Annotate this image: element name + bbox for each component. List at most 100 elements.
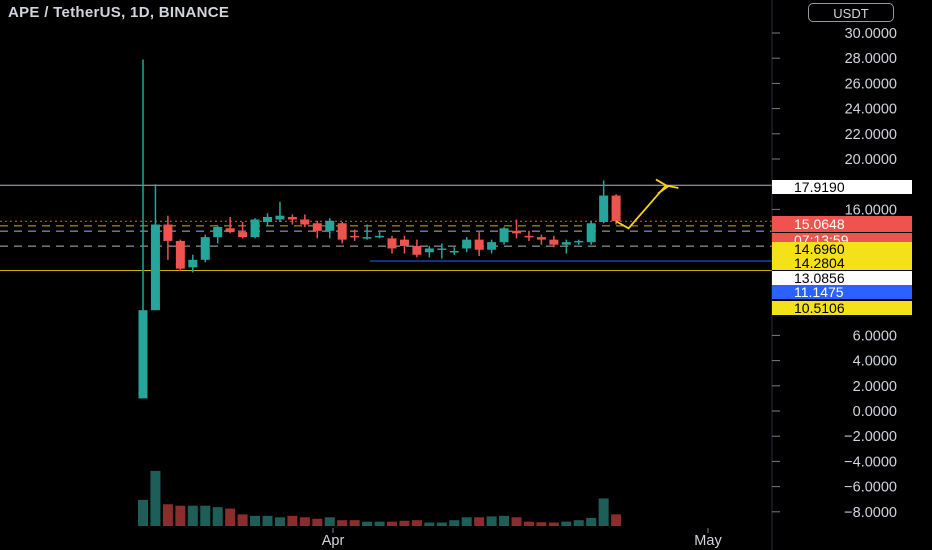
candle-body <box>599 195 609 222</box>
candle-body <box>375 235 385 238</box>
volume-bar <box>499 515 510 526</box>
volume-bar <box>486 516 497 526</box>
candle-body <box>138 310 148 399</box>
volume-bar <box>337 520 348 526</box>
price-tick-label: 6.0000 <box>853 328 897 344</box>
candle-body <box>163 224 173 241</box>
price-tick-label: 30.0000 <box>845 26 897 42</box>
time-tick-label: Apr <box>322 533 345 549</box>
projection-arrow <box>615 178 679 230</box>
price-tag: 13.0856 <box>772 271 912 285</box>
volume-bar <box>461 517 472 526</box>
volume-bar <box>424 522 435 526</box>
candle-body <box>213 227 223 238</box>
volume-bar <box>511 517 522 526</box>
horizontal-levels <box>0 184 772 272</box>
price-tag: 14.2804 <box>772 256 912 270</box>
price-tick-label: 2.0000 <box>853 379 897 395</box>
volume-bar <box>561 521 572 526</box>
candle-body <box>536 237 546 240</box>
candle-body <box>275 215 285 220</box>
candle-body <box>238 232 248 238</box>
price-tag: 15.0648 <box>772 216 912 232</box>
volume-bar <box>274 517 285 526</box>
candle-body <box>250 219 260 238</box>
volume-bars <box>138 470 622 526</box>
price-tick-label: −6.0000 <box>844 480 897 496</box>
price-tag: 14.6960 <box>772 242 912 256</box>
volume-bar <box>573 520 584 526</box>
price-tick-label: 0.0000 <box>853 404 897 420</box>
price-tick-label: 26.0000 <box>845 76 897 92</box>
symbol-title[interactable]: APE / TetherUS, 1D, BINANCE <box>8 4 230 21</box>
candle-body <box>611 195 621 222</box>
candle-body <box>399 239 409 246</box>
volume-bar <box>536 522 547 526</box>
volume-bar <box>387 521 397 526</box>
volume-bar <box>175 505 186 526</box>
volume-bar <box>212 507 223 526</box>
price-tag: 10.5106 <box>772 301 912 315</box>
volume-bar <box>374 521 385 526</box>
candle-body <box>499 228 509 243</box>
price-axis: 30.0000 28.0000 26.0000 24.0000 22.0000 20.00… <box>772 26 897 521</box>
volume-bar <box>523 521 534 526</box>
candlesticks <box>138 59 621 399</box>
price-tick-label: 4.0000 <box>853 354 897 370</box>
candle-body <box>474 239 484 250</box>
price-tick-label: 16.0000 <box>845 202 897 218</box>
currency-button[interactable]: USDT <box>808 3 894 22</box>
volume-bar <box>411 520 422 526</box>
candle-body <box>312 223 322 231</box>
price-tick-label: 20.0000 <box>845 152 897 168</box>
candle-body <box>387 238 397 249</box>
price-tick-label: −8.0000 <box>844 505 897 521</box>
candle-body <box>424 248 434 253</box>
time-axis: Apr May <box>322 528 722 549</box>
price-tick-label: −4.0000 <box>844 454 897 470</box>
candle-body <box>325 220 335 231</box>
price-tick-label: 24.0000 <box>845 102 897 118</box>
volume-bar <box>138 499 148 526</box>
candle-body <box>337 223 347 240</box>
projection-line <box>615 184 679 230</box>
candle-body <box>362 237 372 239</box>
volume-bar <box>598 498 609 526</box>
volume-bar <box>586 517 597 526</box>
candle-body <box>462 239 472 249</box>
candle-body <box>487 242 497 250</box>
candle-body <box>200 237 210 260</box>
volume-bar <box>449 520 460 526</box>
volume-bar <box>399 520 410 526</box>
volume-bar <box>237 514 248 526</box>
candle-body <box>561 242 571 245</box>
volume-bar <box>362 521 373 526</box>
volume-bar <box>287 515 298 526</box>
candle-body <box>287 216 297 220</box>
time-tick-label: May <box>694 533 722 549</box>
candle-body <box>300 219 310 225</box>
volume-bar <box>324 517 335 526</box>
candle-body <box>263 216 272 222</box>
candle-body <box>150 224 160 311</box>
volume-bar <box>200 505 211 526</box>
volume-bar <box>436 522 447 526</box>
volume-bar <box>225 508 236 526</box>
candle-body <box>225 228 235 233</box>
candle-body <box>524 235 534 238</box>
projection-arrowhead <box>655 178 670 195</box>
candle-body <box>586 223 596 243</box>
candle-body <box>412 245 422 255</box>
candle-body <box>437 248 447 250</box>
candle-body <box>449 250 459 253</box>
volume-bar <box>299 517 310 526</box>
volume-bar <box>187 505 198 526</box>
candle-body <box>512 230 521 234</box>
candle-body <box>549 239 559 245</box>
candle-body <box>574 240 584 243</box>
price-tick-label: 22.0000 <box>845 127 897 143</box>
volume-bar <box>611 514 622 526</box>
volume-bar <box>312 518 323 526</box>
candle-body <box>175 240 185 269</box>
